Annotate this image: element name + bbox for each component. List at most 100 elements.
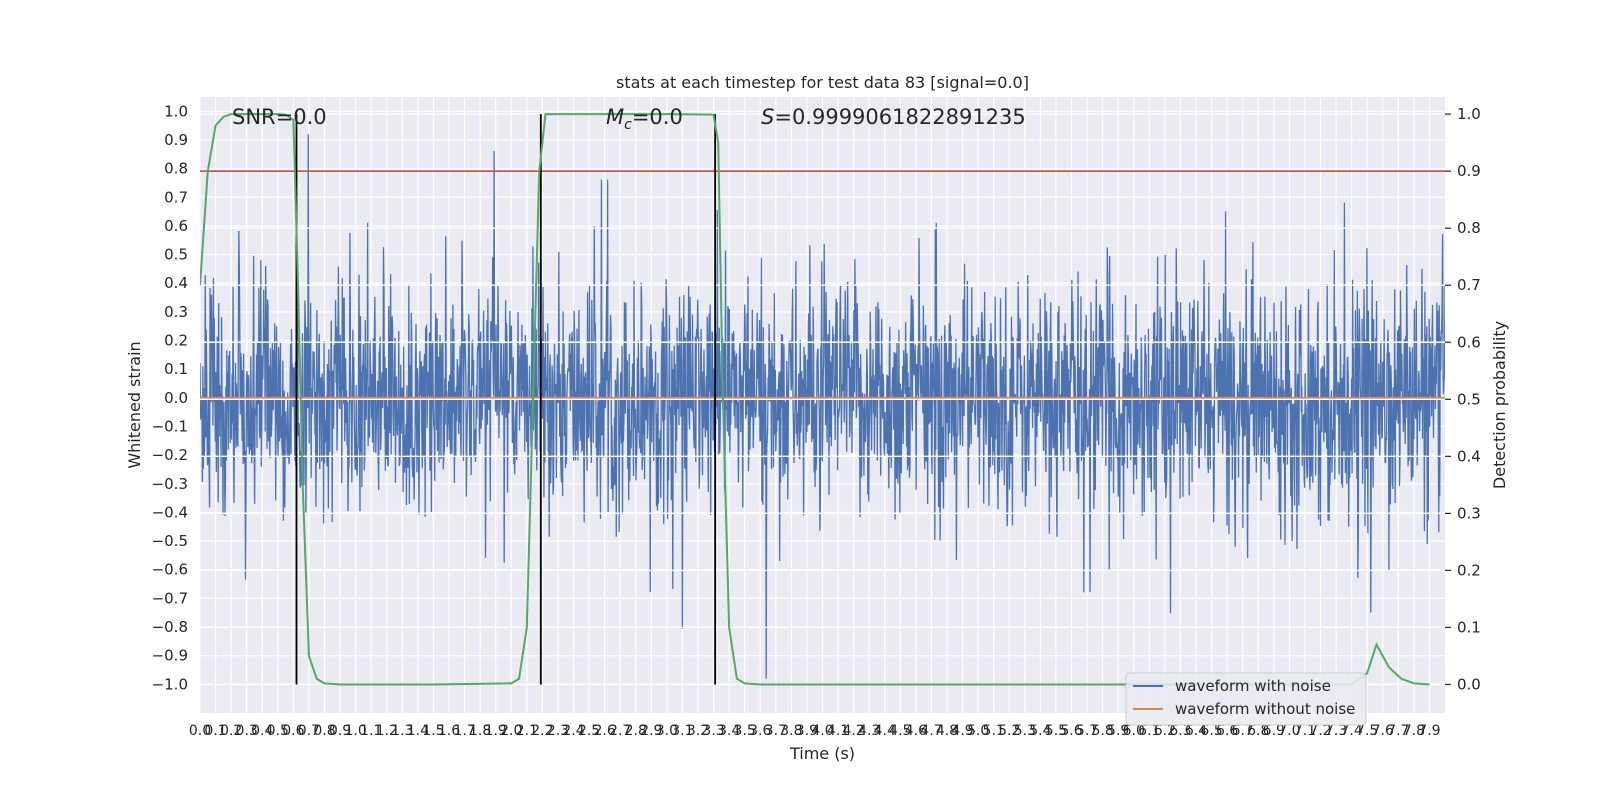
annotation-chirp-mass-value: =0.0 (632, 105, 683, 129)
y-tick-label-left: −0.3 (152, 475, 188, 493)
x-tick-label: 1.7 (453, 723, 475, 739)
x-tick-label: 4.3 (858, 723, 880, 739)
x-tick-label: 4.0 (811, 723, 833, 739)
x-tick-label: 0.9 (329, 723, 351, 739)
x-tick-labels: 0.00.10.20.30.40.50.60.70.80.91.01.11.21… (189, 723, 1441, 739)
legend-label: waveform without noise (1175, 700, 1355, 718)
x-tick-label: 5.0 (967, 723, 989, 739)
y-tick-label-left: −0.8 (152, 618, 188, 636)
x-tick-label: 5.6 (1060, 723, 1082, 739)
series-detection-probability (200, 113, 1430, 686)
x-tick-label: 2.8 (625, 723, 647, 739)
annotation-score-symbol: S (761, 105, 774, 129)
x-tick-label: 3.3 (702, 723, 724, 739)
x-tick-label: 5.9 (1107, 723, 1129, 739)
x-tick-label: 5.8 (1091, 723, 1113, 739)
x-tick-label: 5.4 (1029, 723, 1051, 739)
x-tick-label: 5.5 (1045, 723, 1067, 739)
y-tick-label-left: −1.0 (152, 675, 188, 693)
legend: waveform with noise waveform without nois… (1125, 672, 1367, 726)
x-tick-label: 0.3 (236, 723, 258, 739)
x-tick-label: 2.9 (640, 723, 662, 739)
y-tick-label-right: 0.0 (1457, 675, 1481, 693)
chart-title: stats at each timestep for test data 83 … (616, 73, 1029, 92)
x-tick-label: 1.3 (391, 723, 413, 739)
x-tick-label: 0.8 (313, 723, 335, 739)
y-tick-label-left: 0.5 (164, 246, 188, 264)
x-tick-label: 5.2 (998, 723, 1020, 739)
y-tick-label-left: 0.9 (164, 131, 188, 149)
x-tick-label: 3.0 (656, 723, 678, 739)
x-tick-label: 2.4 (562, 723, 584, 739)
x-tick-label: 1.5 (422, 723, 444, 739)
x-tick-label: 5.1 (983, 723, 1005, 739)
x-tick-label: 3.5 (734, 723, 756, 739)
x-tick-label: 7.2 (1309, 723, 1331, 739)
x-tick-label: 2.2 (531, 723, 553, 739)
y-tick-label-right: 0.4 (1457, 447, 1481, 465)
annotation-score-value: =0.9999061822891235 (774, 105, 1025, 129)
x-tick-label: 7.1 (1294, 723, 1316, 739)
x-tick-label: 7.5 (1356, 723, 1378, 739)
x-tick-label: 0.2 (220, 723, 242, 739)
x-tick-label: 3.8 (780, 723, 802, 739)
x-axis-label: Time (s) (789, 744, 855, 763)
y-tick-labels-right: 1.0 0.9 0.8 0.7 0.6 0.5 0.4 0.3 0.2 0.1 0.0 (1445, 105, 1481, 693)
x-tick-label: 0.0 (189, 723, 211, 739)
y-tick-label-right: 0.1 (1457, 618, 1481, 636)
x-tick-label: 1.6 (438, 723, 460, 739)
x-tick-label: 0.4 (251, 723, 273, 739)
x-tick-label: 4.7 (920, 723, 942, 739)
y-tick-label-left: 0.6 (164, 217, 188, 235)
x-tick-label: 4.4 (874, 723, 896, 739)
x-tick-label: 3.4 (718, 723, 740, 739)
y-tick-label-left: −0.9 (152, 647, 188, 665)
annotation-score: S=0.9999061822891235 (761, 105, 1026, 129)
legend-box (1125, 672, 1367, 726)
y-tick-label-left: 0.8 (164, 160, 188, 178)
x-tick-label: 6.6 (1216, 723, 1238, 739)
x-tick-label: 7.4 (1340, 723, 1362, 739)
y-tick-label-right: 1.0 (1457, 105, 1481, 123)
y-tick-label-left: −0.7 (152, 589, 188, 607)
y-tick-label-right: 0.3 (1457, 504, 1481, 522)
x-tick-label: 3.9 (796, 723, 818, 739)
x-tick-label: 6.9 (1263, 723, 1285, 739)
x-tick-label: 1.1 (360, 723, 382, 739)
x-tick-label: 4.1 (827, 723, 849, 739)
y-tick-label-right: 0.2 (1457, 561, 1481, 579)
y-tick-label-left: −0.4 (152, 503, 188, 521)
y-tick-label-left: −0.6 (152, 561, 188, 579)
y-tick-labels-left: 1.0 0.9 0.8 0.7 0.6 0.5 0.4 0.3 0.2 0.1 0.0 −0.1 −0.… (152, 102, 188, 693)
x-tick-label: 5.7 (1076, 723, 1098, 739)
x-tick-label: 6.4 (1185, 723, 1207, 739)
x-tick-label: 6.1 (1138, 723, 1160, 739)
annotation-chirp-mass-symbol: M (606, 105, 624, 129)
y-tick-label-right: 0.6 (1457, 333, 1481, 351)
legend-label: waveform with noise (1175, 677, 1331, 695)
x-tick-label: 7.7 (1387, 723, 1409, 739)
x-tick-label: 6.7 (1232, 723, 1254, 739)
x-tick-label: 3.2 (687, 723, 709, 739)
y-tick-label-right: 0.5 (1457, 390, 1481, 408)
x-tick-label: 7.8 (1403, 723, 1425, 739)
y-tick-label-left: 1.0 (164, 102, 188, 120)
x-tick-label: 6.2 (1154, 723, 1176, 739)
x-tick-label: 3.7 (765, 723, 787, 739)
x-tick-label: 4.8 (936, 723, 958, 739)
annotation-snr: SNR=0.0 (232, 105, 327, 129)
y-tick-label-left: −0.2 (152, 446, 188, 464)
x-tick-label: 2.5 (578, 723, 600, 739)
annotation-chirp-mass: Mc=0.0 (606, 105, 683, 133)
x-tick-label: 0.6 (282, 723, 304, 739)
series-waveform-with-noise (200, 134, 1445, 679)
x-tick-label: 0.5 (267, 723, 289, 739)
y-tick-label-left: −0.5 (152, 532, 188, 550)
y-tick-label-right: 0.9 (1457, 162, 1481, 180)
y-tick-label-left: −0.1 (152, 417, 188, 435)
y-tick-label-left: 0.1 (164, 360, 188, 378)
x-tick-label: 4.9 (951, 723, 973, 739)
x-tick-label: 1.2 (376, 723, 398, 739)
